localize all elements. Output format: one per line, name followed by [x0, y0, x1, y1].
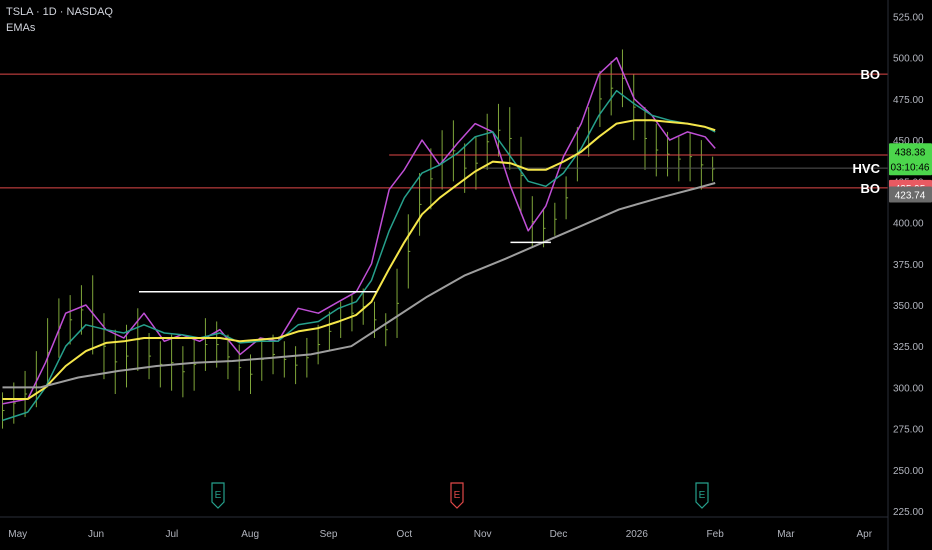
ema-line — [2, 119, 716, 400]
x-tick-label: Jul — [165, 529, 178, 540]
earnings-marker-label: E — [215, 490, 222, 501]
y-tick-label: 400.00 — [893, 219, 924, 230]
white-segments-layer — [138, 241, 551, 293]
x-tick-label: 2026 — [626, 529, 649, 540]
price-badge-value: 423.74 — [895, 191, 926, 202]
indicator-label[interactable]: EMAs — [6, 22, 36, 34]
x-tick-label: Feb — [707, 529, 725, 540]
price-badge-value: 438.38 — [895, 147, 926, 158]
earnings-marker-icon: E — [695, 482, 709, 509]
earnings-marker-label: E — [454, 490, 461, 501]
x-tick-label: Apr — [856, 529, 872, 540]
y-tick-label: 375.00 — [893, 260, 924, 271]
y-tick-label: 250.00 — [893, 466, 924, 477]
x-tick-label: Sep — [320, 529, 338, 540]
ema-line — [2, 182, 716, 389]
x-tick-label: Aug — [241, 529, 259, 540]
horizontal-levels-layer: BO HVC BO — [0, 67, 888, 196]
y-tick-label: 300.00 — [893, 383, 924, 394]
ema-line — [2, 89, 716, 422]
earnings-marker-icon: E — [450, 482, 464, 509]
earnings-marker-shape — [695, 482, 709, 509]
x-tick-label: Oct — [397, 529, 413, 540]
x-tick-label: Jun — [88, 529, 104, 540]
earnings-marker-label: E — [699, 490, 706, 501]
earnings-marker-shape — [450, 482, 464, 509]
price-badge-countdown: 03:10:46 — [891, 162, 930, 173]
time-axis[interactable]: May Jun Jul Aug Sep Oct Nov Dec 2026 Feb Mar Apr — [8, 529, 872, 540]
level-label: BO — [861, 67, 881, 82]
level-label: HVC — [853, 161, 881, 176]
price-axis[interactable]: 525.00500.00475.00450.00425.00400.00375.… — [893, 12, 924, 518]
earnings-marker-icon: E — [211, 482, 225, 509]
symbol-title: TSLA · 1D · NASDAQ — [6, 6, 113, 18]
x-tick-label: May — [8, 529, 27, 540]
x-tick-label: Dec — [550, 529, 568, 540]
y-tick-label: 225.00 — [893, 507, 924, 518]
y-tick-label: 350.00 — [893, 301, 924, 312]
y-tick-label: 450.00 — [893, 136, 924, 147]
price-badge — [889, 186, 932, 203]
x-tick-label: Nov — [474, 529, 492, 540]
ema-line — [2, 56, 716, 405]
y-tick-label: 500.00 — [893, 54, 924, 65]
ema-lines-layer — [2, 56, 716, 422]
price-badge — [889, 143, 932, 176]
level-label: BO — [861, 181, 881, 196]
y-tick-label: 275.00 — [893, 425, 924, 436]
x-tick-label: Mar — [777, 529, 795, 540]
y-tick-label: 475.00 — [893, 95, 924, 106]
earnings-marker-shape — [211, 482, 225, 509]
y-tick-label: 325.00 — [893, 342, 924, 353]
y-tick-label: 525.00 — [893, 12, 924, 23]
